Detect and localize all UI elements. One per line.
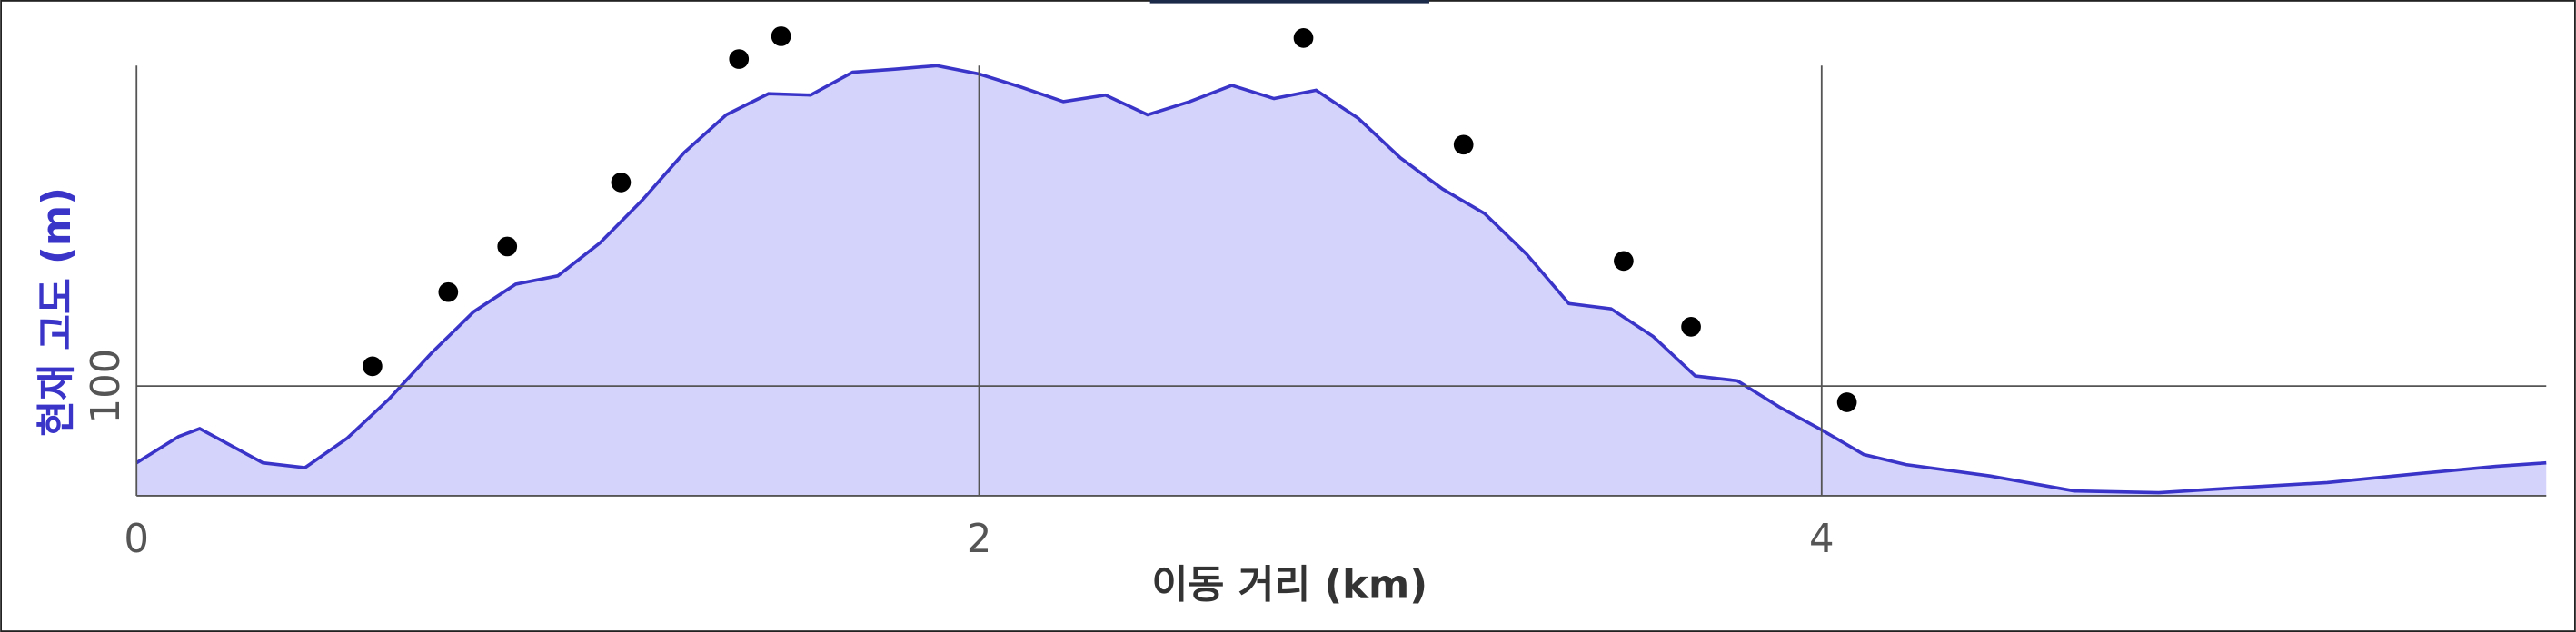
area-line bbox=[135, 64, 2547, 495]
scatter-point bbox=[611, 173, 632, 193]
scatter-point bbox=[1836, 392, 1857, 412]
scatter-point bbox=[771, 26, 791, 46]
scatter-point bbox=[497, 236, 518, 257]
scatter-point bbox=[1681, 317, 1701, 337]
scatter-point bbox=[1614, 251, 1634, 272]
plot-area bbox=[135, 64, 2547, 496]
scatter-point bbox=[1453, 134, 1474, 155]
x-axis-title: 이동 거리 (km) bbox=[1152, 563, 1428, 608]
scatter-point bbox=[729, 49, 750, 69]
scatter-point bbox=[438, 281, 459, 302]
scatter-point bbox=[363, 356, 383, 377]
area-fill bbox=[136, 65, 2547, 496]
scatter-point bbox=[1293, 28, 1314, 48]
top-tab bbox=[1149, 0, 1429, 4]
y-tick-label: 100 bbox=[84, 349, 129, 424]
x-tick-label: 0 bbox=[124, 517, 149, 562]
x-tick-label: 2 bbox=[967, 517, 992, 562]
y-axis-title: 현재 고도 (m) bbox=[35, 187, 80, 437]
x-tick-label: 4 bbox=[1809, 517, 1835, 562]
